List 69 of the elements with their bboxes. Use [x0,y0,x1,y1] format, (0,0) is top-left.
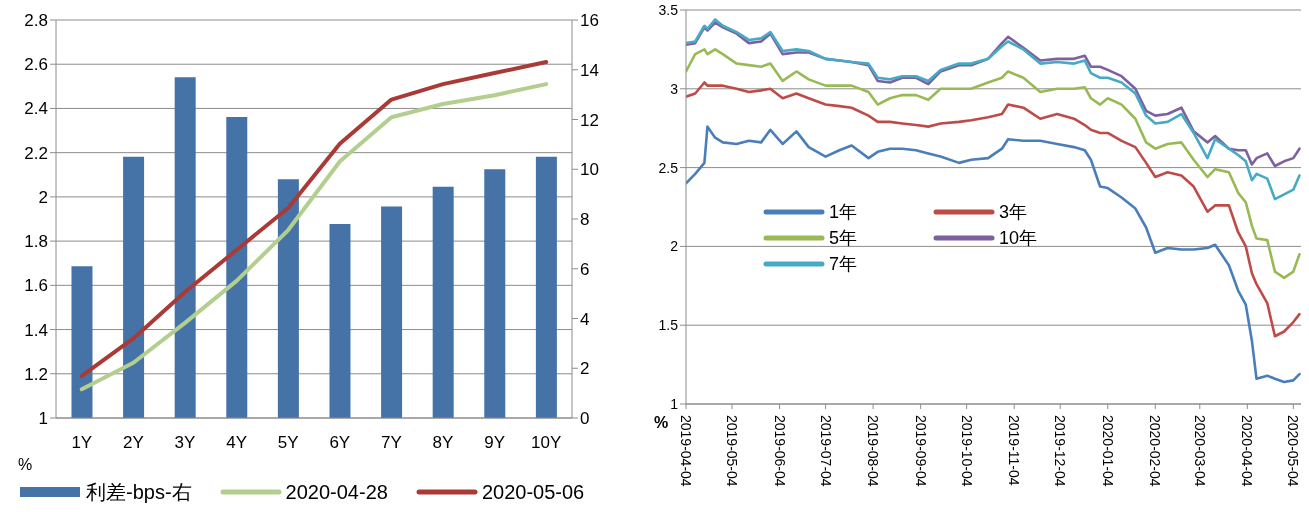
x-tick-label: 9Y [484,433,505,453]
x-tick-label: 2Y [123,433,144,453]
y-tick-label: 1 [670,395,679,412]
bar [484,169,506,418]
y-tick-label: 1.6 [24,276,48,296]
bar [123,156,145,418]
bar [432,186,454,418]
legend-label: 10年 [999,227,1038,250]
bar [174,77,196,418]
legend-label: 1年 [829,201,858,224]
bar [329,223,351,418]
y-tick-label: 2.6 [24,55,48,75]
x-tick-label: 2020-03-04 [1191,415,1208,487]
bar [277,179,299,418]
y2-tick-label: 2 [580,359,590,379]
x-tick-label: 2019-07-04 [817,415,834,487]
x-tick-label: 8Y [432,433,454,453]
x-tick-label: 4Y [226,433,247,453]
y2-tick-label: 4 [580,309,590,329]
y-axis-title: % [654,414,669,432]
y-tick-label: 2 [670,238,679,255]
legend-label: 利差-bps-右 [86,480,192,504]
x-tick-label: 3Y [174,433,196,453]
x-tick-label: 2019-04-04 [678,415,695,487]
x-tick-label: 2019-06-04 [771,415,788,487]
y2-tick-label: 8 [580,210,590,230]
bar [71,266,93,418]
legend-label: 5年 [829,227,858,250]
y-tick-label: 2.8 [24,11,48,31]
bar [381,206,403,418]
y2-tick-label: 6 [580,259,590,279]
x-tick-label: 2019-11-04 [1006,415,1023,486]
x-tick-label: 2019-10-04 [958,415,975,487]
x-tick-label: 2020-04-04 [1239,415,1256,487]
legend-label: 2020-05-06 [481,480,585,504]
legend-label: 3年 [999,201,1028,224]
y-tick-label: 1.2 [24,364,48,384]
x-tick-label: 2019-05-04 [724,415,741,487]
y2-tick-label: 16 [580,11,599,31]
y-tick-label: 3 [670,80,679,97]
y-tick-label: 2 [38,187,48,207]
x-tick-label: 2019-08-04 [865,415,882,487]
y-tick-label: 1.8 [24,232,48,252]
y-tick-label: 3.5 [658,1,679,18]
y-tick-label: 2.5 [658,159,679,176]
y2-tick-label: 0 [580,409,590,429]
y-tick-label: 2.4 [24,99,48,119]
x-tick-label: 10Y [531,433,562,453]
x-tick-label: 2020-02-04 [1147,415,1164,487]
x-tick-label: 6Y [329,433,351,453]
y-axis-title: % [18,456,33,474]
y2-tick-label: 12 [580,110,599,130]
y-tick-label: 2.2 [24,143,48,163]
y2-tick-label: 14 [580,60,599,80]
x-tick-label: 2020-01-04 [1099,415,1116,487]
y-tick-label: 1 [38,409,48,429]
x-tick-label: 2019-12-04 [1052,415,1069,487]
y-tick-label: 1.4 [24,320,48,340]
x-tick-label: 5Y [277,433,299,453]
x-tick-label: 2020-05-04 [1285,415,1302,487]
x-tick-label: 2019-09-04 [912,415,929,487]
y2-tick-label: 10 [580,160,599,180]
x-tick-label: 7Y [381,433,402,453]
legend-label: 7年 [829,253,858,276]
bar [226,117,248,418]
bar [535,156,557,418]
x-tick-label: 1Y [71,433,93,453]
legend-label: 2020-04-28 [285,480,388,504]
y-tick-label: 1.5 [658,317,679,334]
